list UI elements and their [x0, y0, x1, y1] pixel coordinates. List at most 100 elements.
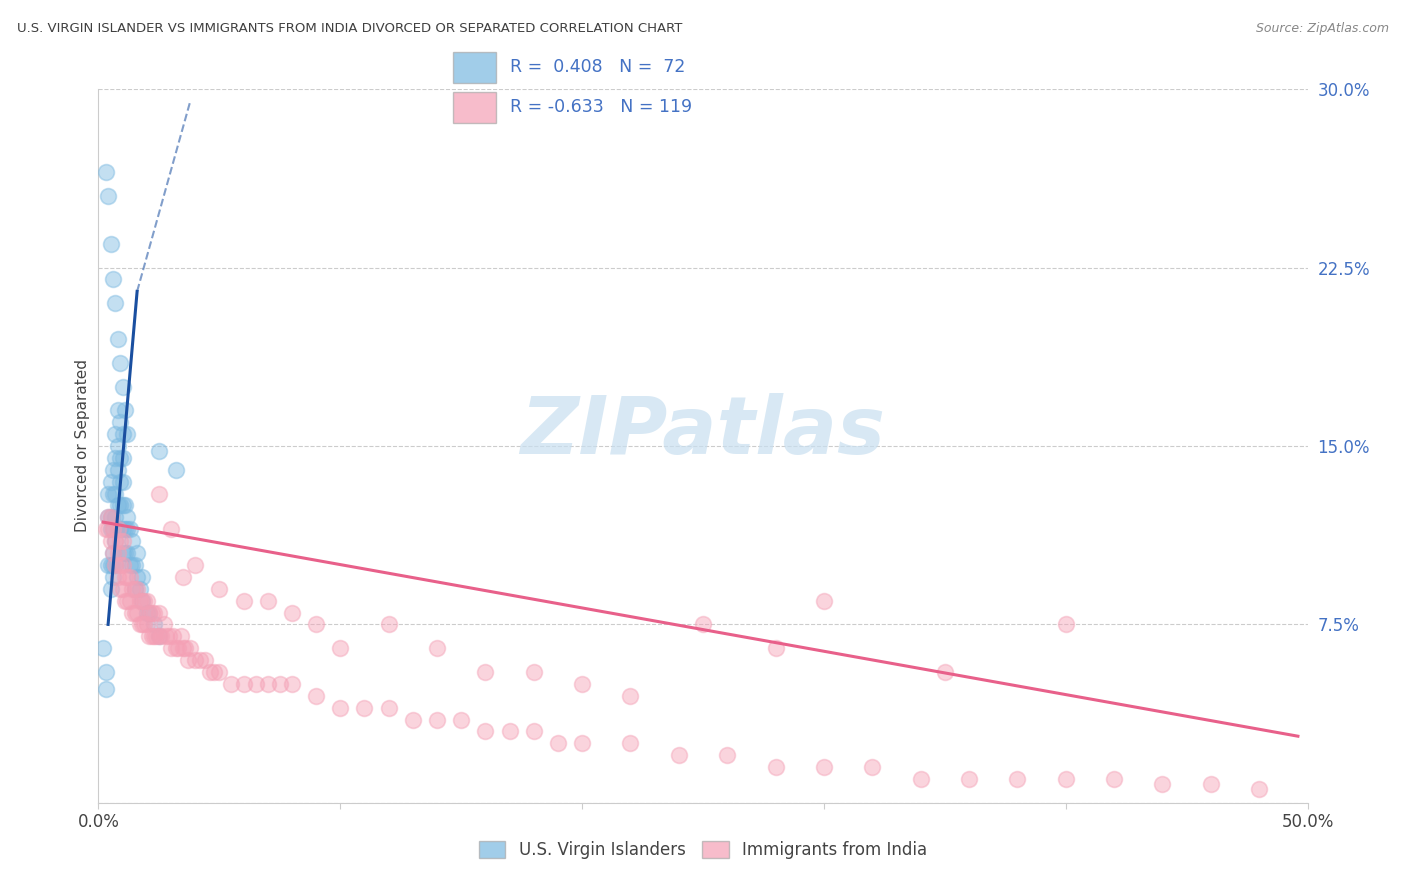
- Point: [160, 522, 183, 536]
- Point: [117, 427, 139, 442]
- Point: [135, 606, 157, 620]
- Point: [91, 641, 114, 656]
- Point: [143, 617, 166, 632]
- Point: [104, 296, 127, 310]
- Point: [128, 593, 150, 607]
- Point: [174, 641, 197, 656]
- Point: [117, 522, 139, 536]
- Point: [329, 641, 352, 656]
- Point: [111, 427, 134, 442]
- Point: [426, 641, 449, 656]
- Point: [131, 617, 153, 632]
- Point: [108, 499, 131, 513]
- Point: [134, 617, 156, 632]
- Point: [107, 463, 129, 477]
- Point: [169, 629, 191, 643]
- Point: [97, 510, 120, 524]
- Point: [101, 522, 124, 536]
- Point: [1152, 777, 1174, 791]
- Point: [179, 641, 201, 656]
- Point: [101, 546, 124, 560]
- Point: [124, 582, 146, 596]
- Legend: U.S. Virgin Islanders, Immigrants from India: U.S. Virgin Islanders, Immigrants from I…: [472, 834, 934, 866]
- Point: [100, 558, 122, 572]
- Point: [135, 617, 157, 632]
- Point: [377, 617, 399, 632]
- Point: [256, 593, 278, 607]
- Point: [121, 606, 143, 620]
- Point: [121, 582, 143, 596]
- Point: [165, 463, 187, 477]
- Point: [860, 760, 883, 774]
- Point: [100, 510, 122, 524]
- Point: [162, 629, 184, 643]
- Point: [148, 629, 170, 643]
- FancyBboxPatch shape: [453, 53, 495, 83]
- Point: [155, 629, 177, 643]
- Point: [100, 510, 122, 524]
- Point: [571, 736, 593, 750]
- Point: [1249, 781, 1271, 796]
- Point: [104, 427, 127, 442]
- Point: [138, 606, 160, 620]
- Point: [108, 475, 131, 489]
- Point: [124, 606, 146, 620]
- Point: [111, 558, 134, 572]
- Point: [107, 546, 129, 560]
- Point: [188, 653, 211, 667]
- Point: [104, 558, 127, 572]
- Point: [108, 522, 131, 536]
- Point: [114, 570, 136, 584]
- Text: U.S. VIRGIN ISLANDER VS IMMIGRANTS FROM INDIA DIVORCED OR SEPARATED CORRELATION : U.S. VIRGIN ISLANDER VS IMMIGRANTS FROM …: [17, 22, 682, 36]
- Point: [94, 665, 117, 679]
- Point: [101, 272, 124, 286]
- Point: [101, 463, 124, 477]
- Point: [668, 748, 690, 763]
- Point: [100, 236, 122, 251]
- Point: [97, 510, 120, 524]
- Point: [619, 736, 641, 750]
- Point: [141, 629, 163, 643]
- Point: [101, 522, 124, 536]
- Point: [716, 748, 738, 763]
- Point: [107, 332, 129, 346]
- Point: [305, 689, 328, 703]
- Point: [127, 606, 149, 620]
- Point: [114, 499, 136, 513]
- Point: [114, 546, 136, 560]
- Point: [765, 760, 787, 774]
- Point: [450, 713, 472, 727]
- Point: [194, 653, 217, 667]
- Point: [118, 522, 141, 536]
- Point: [114, 522, 136, 536]
- Point: [402, 713, 425, 727]
- Point: [150, 629, 173, 643]
- Point: [94, 681, 117, 696]
- Point: [101, 558, 124, 572]
- Point: [143, 606, 166, 620]
- Point: [208, 582, 231, 596]
- Point: [107, 570, 129, 584]
- Point: [128, 582, 150, 596]
- Point: [813, 593, 835, 607]
- Point: [353, 700, 375, 714]
- Point: [117, 510, 139, 524]
- Point: [172, 641, 194, 656]
- Point: [957, 772, 980, 786]
- Point: [813, 760, 835, 774]
- Point: [177, 653, 200, 667]
- Point: [138, 629, 160, 643]
- Point: [107, 522, 129, 536]
- Point: [118, 593, 141, 607]
- Point: [101, 546, 124, 560]
- Point: [329, 700, 352, 714]
- Point: [523, 665, 546, 679]
- Point: [111, 534, 134, 549]
- Point: [111, 546, 134, 560]
- Point: [138, 606, 160, 620]
- Point: [97, 558, 120, 572]
- Point: [141, 606, 163, 620]
- Point: [204, 665, 226, 679]
- Point: [157, 629, 180, 643]
- Point: [117, 546, 139, 560]
